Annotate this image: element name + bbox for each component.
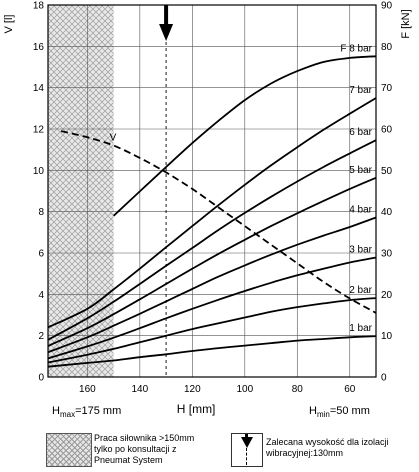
series-line-2 <box>47 297 377 364</box>
plot-frame <box>47 4 377 378</box>
series-label-1: 1 bar <box>349 323 372 334</box>
legend-hatched-text: Praca siłownika >150mm tylko po konsulta… <box>94 433 194 466</box>
series-label-5: 5 bar <box>349 165 372 176</box>
h-max-label: Hmax=175 mm <box>52 405 121 419</box>
volume-curve-layer <box>60 130 377 314</box>
y-tick-right-label: 70 <box>381 83 393 94</box>
series-label-2: 2 bar <box>349 285 372 296</box>
x-tick-label: 100 <box>236 384 253 395</box>
series-layer <box>47 55 377 368</box>
legend-arrow-dashed-line <box>246 448 247 465</box>
legend-hatched-line-2: tylko po konsultacji z <box>94 444 177 454</box>
y-tick-left-label: 0 <box>38 373 44 384</box>
recommended-height-arrow-shaft <box>164 5 169 27</box>
series-line-1 <box>47 335 377 368</box>
legend-hatched-line-3: Pneumat System <box>94 455 163 465</box>
y-tick-right-label: 80 <box>381 42 393 53</box>
recommended-height-arrow-icon <box>159 24 174 41</box>
series-line-6 <box>47 139 377 341</box>
recommended-height-marker <box>159 5 174 377</box>
hatched-region-fill <box>48 5 114 377</box>
y-axis-left-label: V [l] <box>3 15 15 34</box>
y-tick-right-label: 60 <box>381 125 393 136</box>
x-tick-label: 80 <box>292 384 304 395</box>
legend-arrow-line-1: Zalecana wysokość dla izolacji <box>266 437 389 447</box>
y-tick-right-label: 0 <box>381 373 387 384</box>
series-line-7 <box>47 97 377 329</box>
y-tick-left-label: 18 <box>33 1 45 12</box>
series-label-6: 6 bar <box>349 127 372 138</box>
series-label-3: 3 bar <box>349 245 372 256</box>
y-tick-left-label: 4 <box>38 290 44 301</box>
legend-arrow-line-2: wibracyjnej:130mm <box>266 448 344 458</box>
legend-arrow-icon <box>241 437 253 448</box>
y-tick-left-label: 2 <box>38 331 44 342</box>
x-tick-label: 140 <box>131 384 148 395</box>
series-label-8: F 8 bar <box>340 43 372 54</box>
series-line-4 <box>47 216 377 354</box>
series-label-4: 4 bar <box>349 204 372 215</box>
legend-hatched-swatch <box>46 433 92 467</box>
axes <box>47 4 377 378</box>
x-tick-label: 160 <box>79 384 96 395</box>
legend-hatched-line-1: Praca siłownika >150mm <box>94 433 195 443</box>
y-tick-right-label: 50 <box>381 166 393 177</box>
legend-arrow-text: Zalecana wysokość dla izolacji wibracyjn… <box>266 437 389 459</box>
y-tick-left-label: 14 <box>33 83 45 94</box>
series-line-5 <box>47 176 377 347</box>
chart: 1 bar 2 bar 3 bar 4 bar 5 bar 6 bar 7 bar F 8 b… <box>3 1 412 420</box>
legend-arrow-swatch <box>231 433 263 467</box>
y-tick-right-label: 30 <box>381 249 393 260</box>
y-tick-left-label: 16 <box>33 42 45 53</box>
hatched-region <box>48 5 114 377</box>
x-axis-label: H [mm] <box>177 402 216 416</box>
y-tick-right-label: 20 <box>381 290 393 301</box>
y-tick-right-label: 90 <box>381 1 393 12</box>
y-tick-right-label: 10 <box>381 331 393 342</box>
volume-curve-label: V <box>110 133 117 144</box>
y-tick-left-label: 10 <box>33 166 45 177</box>
labels: 1 bar 2 bar 3 bar 4 bar 5 bar 6 bar 7 bar F 8 b… <box>3 1 412 420</box>
y-tick-left-label: 12 <box>33 125 45 136</box>
x-tick-label: 120 <box>184 384 201 395</box>
y-tick-left-label: 8 <box>38 207 44 218</box>
h-min-label: Hmin=50 mm <box>309 405 370 419</box>
y-tick-right-label: 40 <box>381 207 393 218</box>
series-line-3 <box>47 256 377 360</box>
series-line-8 <box>112 55 377 217</box>
volume-curve-line <box>60 130 377 314</box>
y-axis-right-label: F [kN] <box>400 9 412 38</box>
y-tick-left-label: 6 <box>38 249 44 260</box>
series-label-7: 7 bar <box>349 85 372 96</box>
x-tick-label: 60 <box>344 384 356 395</box>
